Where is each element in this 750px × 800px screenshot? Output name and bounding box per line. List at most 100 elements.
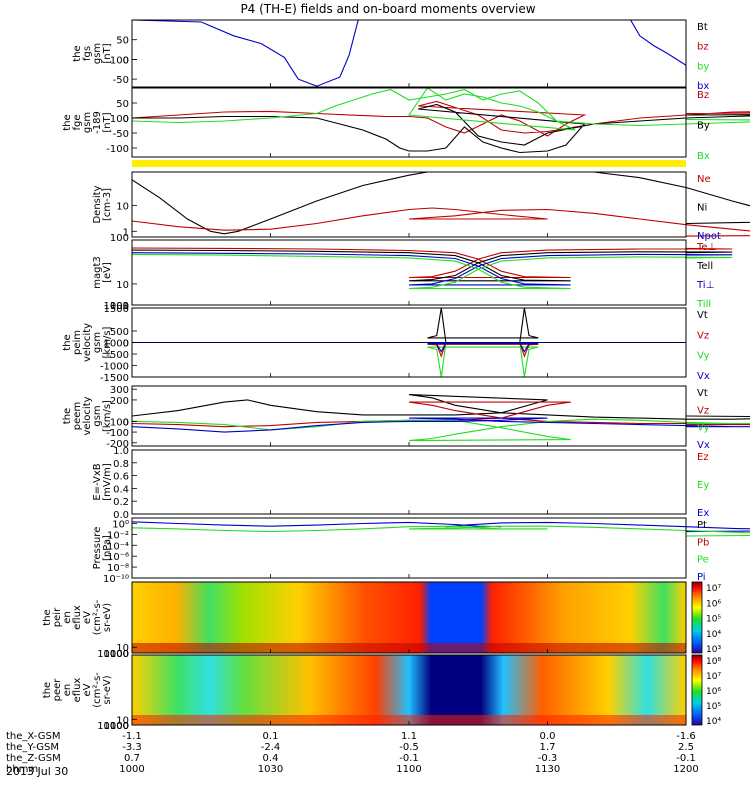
ephemeris-value: 0.4 — [263, 753, 279, 764]
temp-legend-0: Te⊥ — [696, 242, 716, 253]
fge-ytick-label: 50 — [116, 99, 129, 110]
ephemeris-value: 1000 — [119, 764, 144, 775]
peir-ylabel: sr-eV) — [102, 603, 113, 632]
peer-ytick-label: 1000 — [104, 721, 129, 732]
pressure-ytick-label: 10⁰ — [112, 519, 129, 530]
peem-legend-1: Vz — [697, 405, 709, 416]
peer-ytick-label: 10000 — [97, 721, 129, 732]
peer-ylabel: (cm²-s- — [92, 672, 103, 708]
fgs-legend-2: by — [697, 61, 709, 72]
efield-panel-frame — [131, 449, 687, 515]
fge-ytick-label: -50 — [113, 129, 129, 140]
density-legend-0: Ne — [697, 174, 711, 185]
peem-series-black-15 — [131, 394, 750, 420]
peer-ylabel: peer — [52, 678, 63, 702]
fgs-ylabel: [nT] — [102, 43, 113, 63]
peim-series-green-12 — [132, 341, 686, 378]
peer-low-energy-band — [132, 715, 686, 725]
ephemeris-value: -0.1 — [399, 753, 419, 764]
peer-spectrogram — [132, 655, 686, 725]
peer-ylabel: sr-eV) — [102, 675, 113, 704]
temp-series-black-8 — [131, 249, 733, 282]
temp-ytick-label: 1 — [123, 301, 129, 312]
peem-ylabel: the — [62, 408, 73, 424]
fge-series-green-4 — [131, 87, 750, 131]
peir-colorbar — [691, 581, 703, 654]
peem-series-blue-18 — [131, 417, 750, 433]
fge-ylabel: fge — [72, 114, 83, 130]
pressure-legend-3: Pi — [697, 572, 706, 583]
ephemeris-row-label: the_X-GSM — [6, 731, 60, 742]
peir-ylabel: eflux — [72, 605, 83, 630]
fge-series-black-3 — [132, 103, 750, 154]
peem-ylabel: gsm — [92, 405, 103, 426]
plot-layer: 10⁷10⁶10⁵10⁴10³10⁸10⁷10⁶10⁵10⁴100500-50t… — [42, 19, 750, 732]
density-ylabel: [cm-3] — [102, 188, 113, 221]
peir-colorbar-tick: 10³ — [706, 645, 721, 655]
peem-ytick-label: 300 — [110, 385, 129, 396]
temp-ytick-label: 100 — [110, 301, 129, 312]
fgs-series-blue-0 — [131, 19, 359, 87]
peem-ytick-label: -200 — [106, 439, 129, 450]
peem-ylabel: velocity — [82, 396, 93, 435]
ephemeris-value: 1100 — [396, 764, 421, 775]
ephemeris-row-label: the_Z-GSM — [6, 753, 61, 764]
density-series-black-5 — [131, 171, 750, 235]
temp-ytick-label: 1000 — [104, 301, 129, 312]
ephemeris-table: the_X-GSM -1.1 0.1 1.1 0.0 -1.6 the_Y-GSM -3.3 -… — [6, 731, 699, 775]
ephemeris-value: -0.1 — [676, 753, 696, 764]
peim-ytick-label: -1000 — [100, 362, 129, 373]
pressure-ytick-label: 10⁻¹⁰ — [103, 574, 129, 585]
fgs-ytick-label: 100 — [110, 55, 129, 66]
fgs-ytick-label: 0 — [123, 55, 129, 66]
fgs-ylabel: gsm — [92, 43, 103, 64]
ephemeris-row-label: the_Y-GSM — [6, 742, 59, 753]
peem-ytick-label: 200 — [110, 396, 129, 407]
peem-legend-0: Vt — [697, 388, 708, 399]
density-panel-frame — [131, 171, 687, 238]
peir-ylabel: en — [62, 611, 73, 624]
peir-ytick-label: 1000 — [104, 649, 129, 660]
fgs-ytick-label: 50 — [116, 36, 129, 47]
peer-ytick-label: 10 — [116, 715, 129, 726]
peim-ylabel: gsm — [92, 332, 103, 353]
peim-ytick-label: 1500 — [104, 304, 129, 315]
pressure-ylabel: Pressure — [92, 527, 103, 570]
peim-ytick-label: 1000 — [104, 339, 129, 350]
efield-legend-1: Ey — [697, 480, 709, 491]
fgs-ylabel: the — [72, 45, 83, 61]
efield-legend-2: Ex — [697, 508, 709, 519]
peer-colorbar-tick: 10⁶ — [706, 687, 721, 697]
peer-ylabel: eflux — [72, 678, 83, 703]
peir-colorbar-tick: 10⁴ — [706, 630, 721, 640]
peir-ylabel: (cm²-s- — [92, 599, 103, 635]
ephemeris-value: 1.7 — [540, 742, 556, 753]
temp-legend-2: Ti⊥ — [696, 280, 714, 291]
efield-ytick-label: 0.4 — [113, 484, 129, 495]
peer-colorbar-tick: 10⁷ — [706, 672, 721, 682]
peem-ytick-label: -100 — [106, 428, 129, 439]
peem-legend-3: Vx — [697, 440, 710, 451]
ephemeris-value: 2.5 — [678, 742, 694, 753]
pressure-ytick-label: 10⁻⁶ — [107, 552, 129, 563]
ephemeris-value: 1200 — [673, 764, 698, 775]
peem-ylabel: [km/s] — [102, 400, 113, 432]
ephemeris-row-label: hhmm — [6, 764, 38, 775]
peer-ytick-label: 100 — [110, 721, 129, 732]
peir-spectrogram — [132, 582, 686, 653]
peim-ylabel: [km/s] — [102, 326, 113, 358]
peer-colorbar — [691, 654, 703, 726]
fge-ylabel: the — [62, 114, 73, 130]
peir-colorbar-tick: 10⁷ — [706, 584, 721, 594]
density-legend-1: Ni — [697, 203, 707, 214]
temp-legend-1: Tell — [696, 261, 713, 272]
ephemeris-value: 0.7 — [124, 753, 140, 764]
temp-series-green-10 — [131, 253, 733, 290]
fge-ytick-label: 100 — [110, 114, 129, 125]
ephemeris-value: 1130 — [535, 764, 560, 775]
peer-colorbar-tick: 10⁵ — [706, 702, 721, 712]
peim-ytick-label: 0 — [123, 339, 129, 350]
fge-legend-2: Bx — [697, 151, 710, 162]
peir-ytick-label: 10 — [116, 643, 129, 654]
